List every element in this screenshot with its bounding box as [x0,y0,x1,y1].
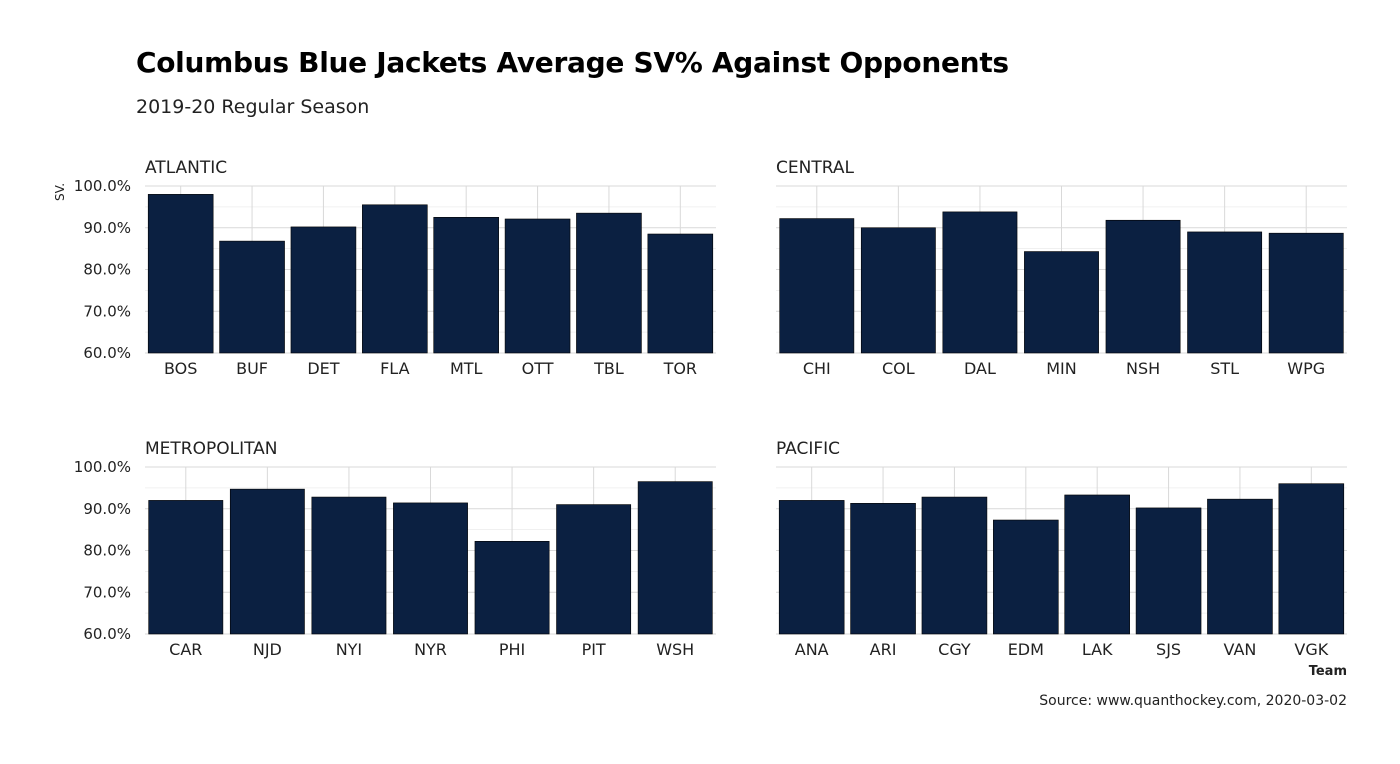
bar-nyi [311,496,387,635]
x-tick-label: MTL [450,359,483,378]
x-axis-label: Team [1309,664,1347,679]
bar-col [860,227,936,354]
bar-fla [362,204,428,354]
bar-phi [474,541,550,635]
facet-label: CENTRAL [776,158,854,178]
bar-lak [1064,494,1130,635]
bar-nyr [393,502,468,635]
bar-tbl [576,212,642,354]
y-tick-label: 100.0% [74,458,131,476]
facet-label: METROPOLITAN [145,439,278,459]
x-tick-label: DAL [964,359,996,378]
x-tick-label: PIT [582,640,606,659]
x-tick-label: LAK [1082,640,1113,659]
x-tick-label: CAR [169,640,202,659]
bar-ari [850,503,916,635]
x-tick-label: SJS [1156,640,1181,659]
y-tick-label: 70.0% [83,302,131,320]
bar-tor [647,233,714,354]
bar-chi [779,218,855,354]
bar-ott [504,218,571,354]
x-tick-label: VGK [1294,640,1328,659]
bar-wpg [1268,232,1344,354]
bar-vgk [1278,483,1345,635]
bar-bos [147,194,214,354]
bar-cgy [921,496,988,635]
x-tick-label: WSH [656,640,694,659]
y-tick-label: 70.0% [83,583,131,601]
x-tick-label: NJD [253,640,282,659]
bar-sjs [1135,507,1202,635]
source-caption: Source: www.quanthockey.com, 2020-03-02 [1039,693,1347,709]
x-tick-label: PHI [499,640,525,659]
bar-nsh [1105,219,1181,354]
x-tick-label: MIN [1046,359,1077,378]
bar-edm [993,519,1059,635]
x-tick-label: NSH [1126,359,1160,378]
x-tick-label: WPG [1287,359,1325,378]
x-tick-label: CHI [803,359,831,378]
facet-label: ATLANTIC [145,158,227,178]
bar-dal [942,211,1018,354]
x-tick-label: BOS [164,359,197,378]
y-tick-label: 80.0% [83,542,131,560]
y-tick-label: 90.0% [83,500,131,518]
x-tick-label: OTT [522,359,554,378]
x-tick-label: TOR [663,359,697,378]
x-tick-label: ANA [795,640,829,659]
x-tick-label: EDM [1008,640,1044,659]
chart-title: Columbus Blue Jackets Average SV% Agains… [136,46,1009,79]
x-tick-label: CGY [938,640,971,659]
y-tick-label: 60.0% [83,344,131,362]
x-tick-label: NYI [336,640,362,659]
y-tick-label: 100.0% [74,177,131,195]
x-tick-label: TBL [593,359,624,378]
y-axis-label: SV. [53,183,67,201]
x-tick-label: VAN [1224,640,1257,659]
bar-det [290,226,357,354]
chart-subtitle: 2019-20 Regular Season [136,96,370,118]
bar-ana [778,500,845,635]
x-tick-label: DET [307,359,339,378]
bar-min [1024,251,1099,354]
x-tick-label: FLA [380,359,409,378]
facet-label: PACIFIC [776,439,840,459]
y-tick-label: 90.0% [83,219,131,237]
bar-car [148,500,224,635]
y-tick-label: 60.0% [83,625,131,643]
bar-pit [556,504,632,635]
x-tick-label: COL [882,359,915,378]
x-tick-label: STL [1210,359,1239,378]
bar-stl [1187,231,1263,354]
bar-njd [229,488,305,635]
x-tick-label: ARI [870,640,897,659]
y-tick-label: 80.0% [83,261,131,279]
x-tick-label: BUF [236,359,268,378]
bar-buf [219,240,285,354]
x-tick-label: NYR [414,640,447,659]
bar-van [1207,498,1273,635]
bar-mtl [433,217,499,354]
bar-wsh [637,481,713,635]
